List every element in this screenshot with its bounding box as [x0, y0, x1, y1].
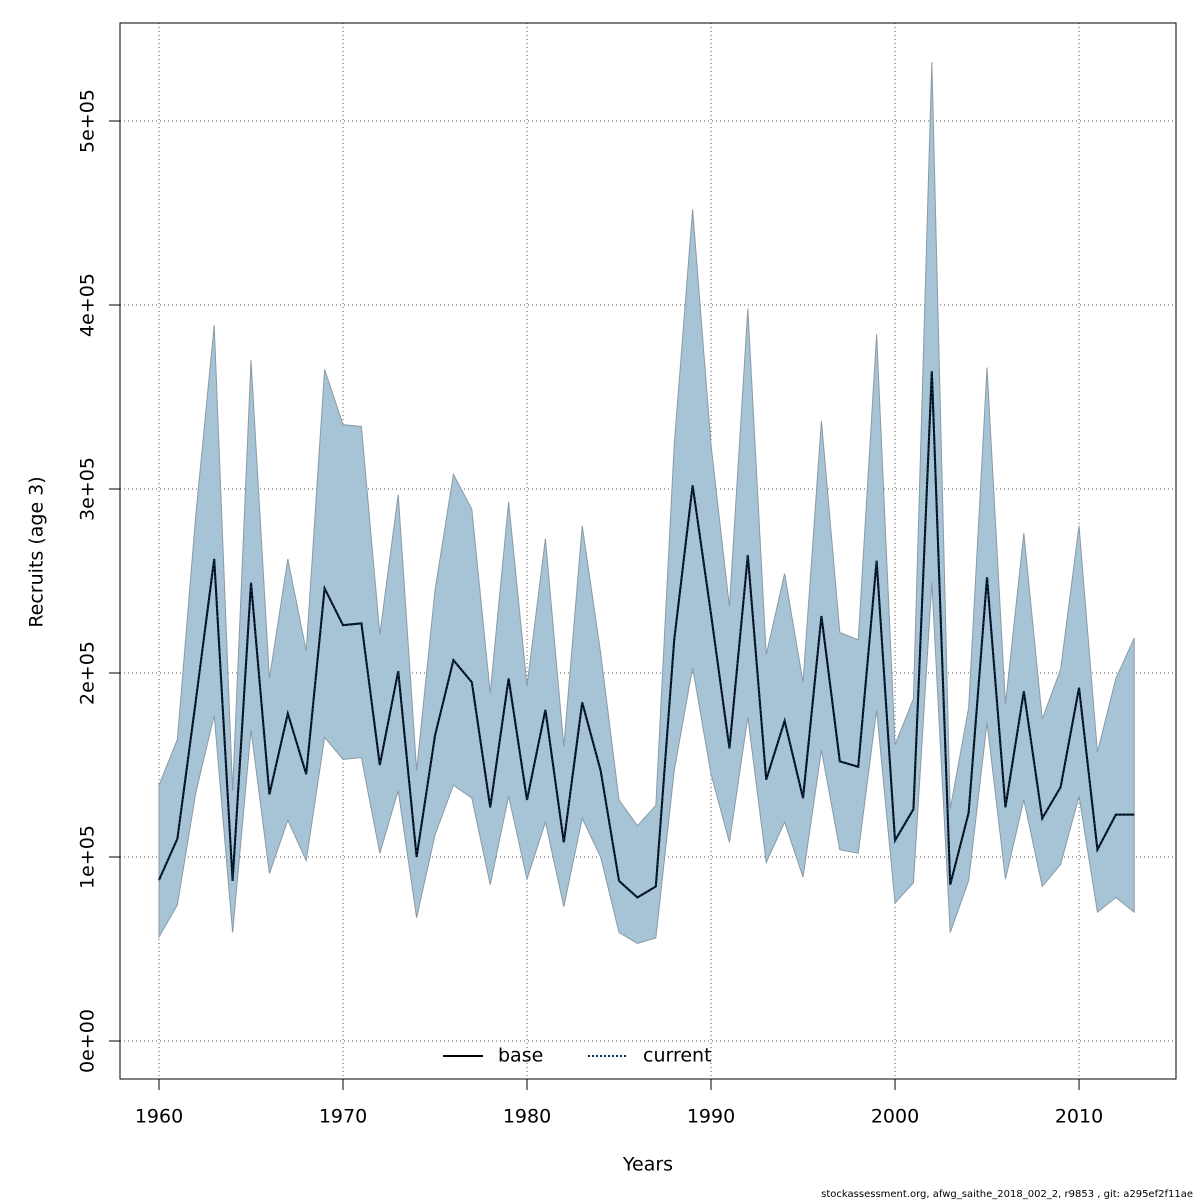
x-axis-title: Years [622, 1154, 673, 1176]
x-tick-label: 2010 [1055, 1106, 1103, 1128]
footer: stockassessment.org, afwg_saithe_2018_00… [821, 1189, 1193, 1200]
y-tick-label: 3e+05 [77, 457, 99, 521]
legend-label: base [498, 1045, 543, 1067]
legend-label: current [643, 1045, 712, 1067]
y-tick-label: 0e+00 [77, 1009, 99, 1073]
y-tick-label: 4e+05 [77, 273, 99, 337]
x-tick-label: 1990 [687, 1106, 735, 1128]
y-axis-title: Recruits (age 3) [26, 476, 48, 627]
y-tick-label: 1e+05 [77, 825, 99, 889]
series-line [158, 371, 1135, 899]
plot-frame [119, 22, 1177, 1080]
x-tick-label: 1970 [319, 1106, 367, 1128]
y-tick-label: 5e+05 [77, 89, 99, 153]
x-tick-label: 1980 [503, 1106, 551, 1128]
x-tick-label: 1960 [135, 1106, 183, 1128]
x-tick-label: 2000 [871, 1106, 919, 1128]
y-tick-label: 2e+05 [77, 641, 99, 705]
confidence-band [158, 62, 1135, 945]
